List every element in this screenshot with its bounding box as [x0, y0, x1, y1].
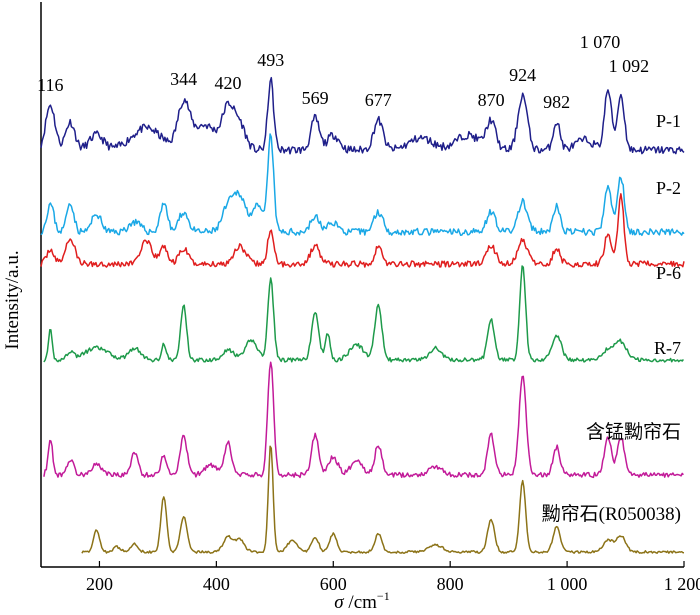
x-tick-label: 800: [437, 574, 464, 594]
peak-label: 677: [365, 90, 392, 110]
series-label: 黝帘石(R050038): [542, 503, 681, 525]
x-tick-label: 600: [320, 574, 347, 594]
series-label: P-6: [656, 263, 681, 283]
series-label: P-1: [656, 111, 681, 131]
x-ticks: 200 400 600 800 1 000 1 200: [86, 561, 700, 594]
series-line-5: [81, 445, 685, 554]
peak-label: 1 092: [609, 56, 650, 76]
peak-label: 344: [170, 69, 197, 89]
x-tick-label: 400: [203, 574, 230, 594]
peak-label: 982: [543, 92, 570, 112]
peak-label: 1 070: [580, 32, 621, 52]
series-line-3: [43, 265, 684, 363]
series-label: R-7: [654, 338, 681, 358]
series-label: 含锰黝帘石: [586, 421, 681, 443]
series-line-4: [43, 361, 684, 479]
peak-label: 924: [509, 65, 536, 85]
peak-label: 420: [215, 73, 242, 93]
x-tick-label: 200: [86, 574, 113, 594]
y-axis-label: Intensity/a.u.: [2, 250, 23, 349]
x-axis-label-unit: /cm: [344, 592, 377, 613]
peak-label: 493: [257, 50, 284, 70]
series-line-0: [40, 76, 685, 155]
series-label: P-2: [656, 178, 681, 198]
x-tick-label: 1 200: [664, 574, 700, 594]
x-axis-label-exponent: −1: [377, 589, 390, 603]
peak-label: 116: [37, 75, 63, 95]
peak-label: 870: [478, 90, 505, 110]
series-line-1: [40, 133, 685, 237]
peak-label: 569: [302, 88, 329, 108]
series-line-2: [40, 193, 685, 268]
axes: [40, 2, 684, 568]
x-axis-label: σ /cm−1: [334, 589, 389, 613]
x-tick-label: 1 000: [547, 574, 588, 594]
x-axis-label-symbol: σ: [334, 592, 344, 613]
series-group: [40, 76, 685, 554]
